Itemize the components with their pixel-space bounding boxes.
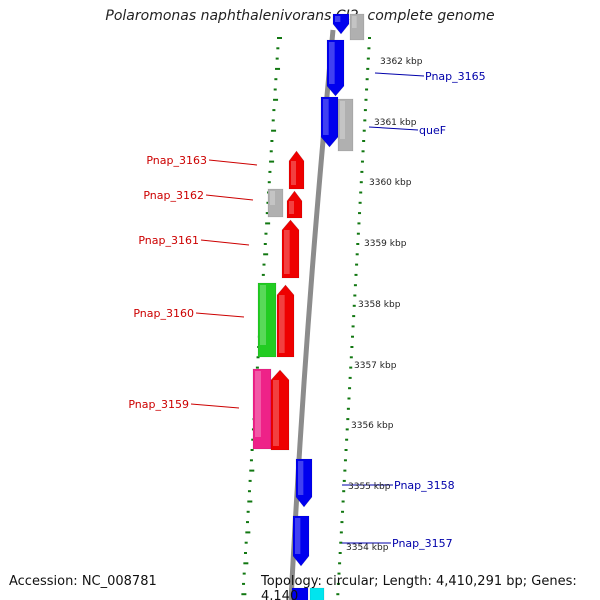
gene-arrow-reverse-highlight [273, 380, 279, 446]
gene-label-forward[interactable]: Pnap_3157 [392, 537, 453, 550]
gene-box-forward[interactable] [291, 587, 309, 600]
gene-arrow-forward-highlight [323, 99, 329, 135]
gene-box-grey[interactable] [267, 188, 284, 218]
gene-label-reverse[interactable]: Pnap_3160 [133, 307, 194, 320]
gene-box-green-highlight [260, 285, 266, 345]
leader-line [200, 239, 250, 246]
gene-arrow-forward-highlight [335, 16, 341, 22]
accession-label: Accession: NC_008781 [9, 574, 157, 589]
gene-box-grey[interactable] [349, 13, 365, 41]
gene-box-magenta-highlight [255, 371, 261, 437]
gene-arrow-reverse-highlight [284, 230, 290, 274]
leader-line [195, 312, 245, 318]
gene-label-forward[interactable]: Pnap_3158 [394, 479, 455, 492]
gene-box-grey-highlight [270, 191, 275, 205]
gene-arrow-reverse-highlight [291, 161, 296, 185]
gene-arrow-reverse-highlight [279, 295, 285, 353]
gene-arrow-reverse[interactable] [286, 190, 303, 219]
leader-line [190, 403, 240, 409]
scale-label: 3356 kbp [351, 421, 394, 431]
gene-arrow-forward[interactable] [295, 458, 313, 508]
gene-arrow-reverse-highlight [289, 201, 294, 214]
label-leaders [190, 72, 425, 544]
gene-box-grey[interactable] [337, 98, 354, 152]
gene-box-green[interactable] [257, 282, 277, 358]
scale-label: 3358 kbp [358, 300, 401, 310]
gene-arrow-reverse[interactable] [276, 284, 295, 358]
leader-line [374, 72, 425, 77]
gene-features [252, 13, 365, 600]
gene-box-grey-highlight [352, 16, 357, 28]
scale-label: 3357 kbp [354, 361, 397, 371]
leader-line [368, 126, 419, 131]
scale-label: 3361 kbp [374, 118, 417, 128]
gene-arrow-reverse[interactable] [281, 219, 300, 279]
scale-label: 3362 kbp [380, 57, 423, 67]
topology-summary: Topology: circular; Length: 4,410,291 bp… [261, 574, 577, 600]
gene-arrow-forward[interactable] [292, 515, 310, 567]
gene-box-grey-highlight [340, 101, 345, 139]
gene-arrow-forward[interactable] [320, 96, 339, 148]
gene-arrow-forward-highlight [295, 518, 301, 554]
scale-label: 3360 kbp [369, 178, 412, 188]
gene-arrow-forward-highlight [298, 461, 304, 495]
scale-label: 3359 kbp [364, 239, 407, 249]
tick-marks [241, 37, 371, 596]
gene-label-reverse[interactable]: Pnap_3163 [146, 154, 207, 167]
gene-label-reverse[interactable]: Pnap_3161 [138, 234, 199, 247]
gene-arrow-reverse[interactable] [270, 369, 290, 451]
scale-label: 3354 kbp [346, 543, 389, 553]
gene-arrow-forward-highlight [329, 42, 335, 84]
gene-label-forward[interactable]: Pnap_3165 [425, 70, 486, 83]
gene-arrow-forward[interactable] [326, 39, 345, 97]
map-title: Polaromonas naphthalenivorans CJ2, compl… [105, 8, 495, 24]
gene-arrow-reverse[interactable] [288, 150, 305, 190]
leader-line [208, 159, 258, 166]
gene-label-reverse[interactable]: Pnap_3159 [128, 398, 189, 411]
gene-label-reverse[interactable]: Pnap_3162 [143, 189, 204, 202]
map-labels: 3362 kbp 3361 kbp 3360 kbp 3359 kbp 3358 kbp… [128, 57, 485, 553]
gene-label-forward[interactable]: queF [419, 124, 446, 137]
gene-box-cyan[interactable] [309, 587, 325, 600]
scale-label: 3355 kbp [348, 482, 391, 492]
gene-arrow-forward[interactable] [332, 13, 350, 35]
leader-line [205, 194, 254, 201]
